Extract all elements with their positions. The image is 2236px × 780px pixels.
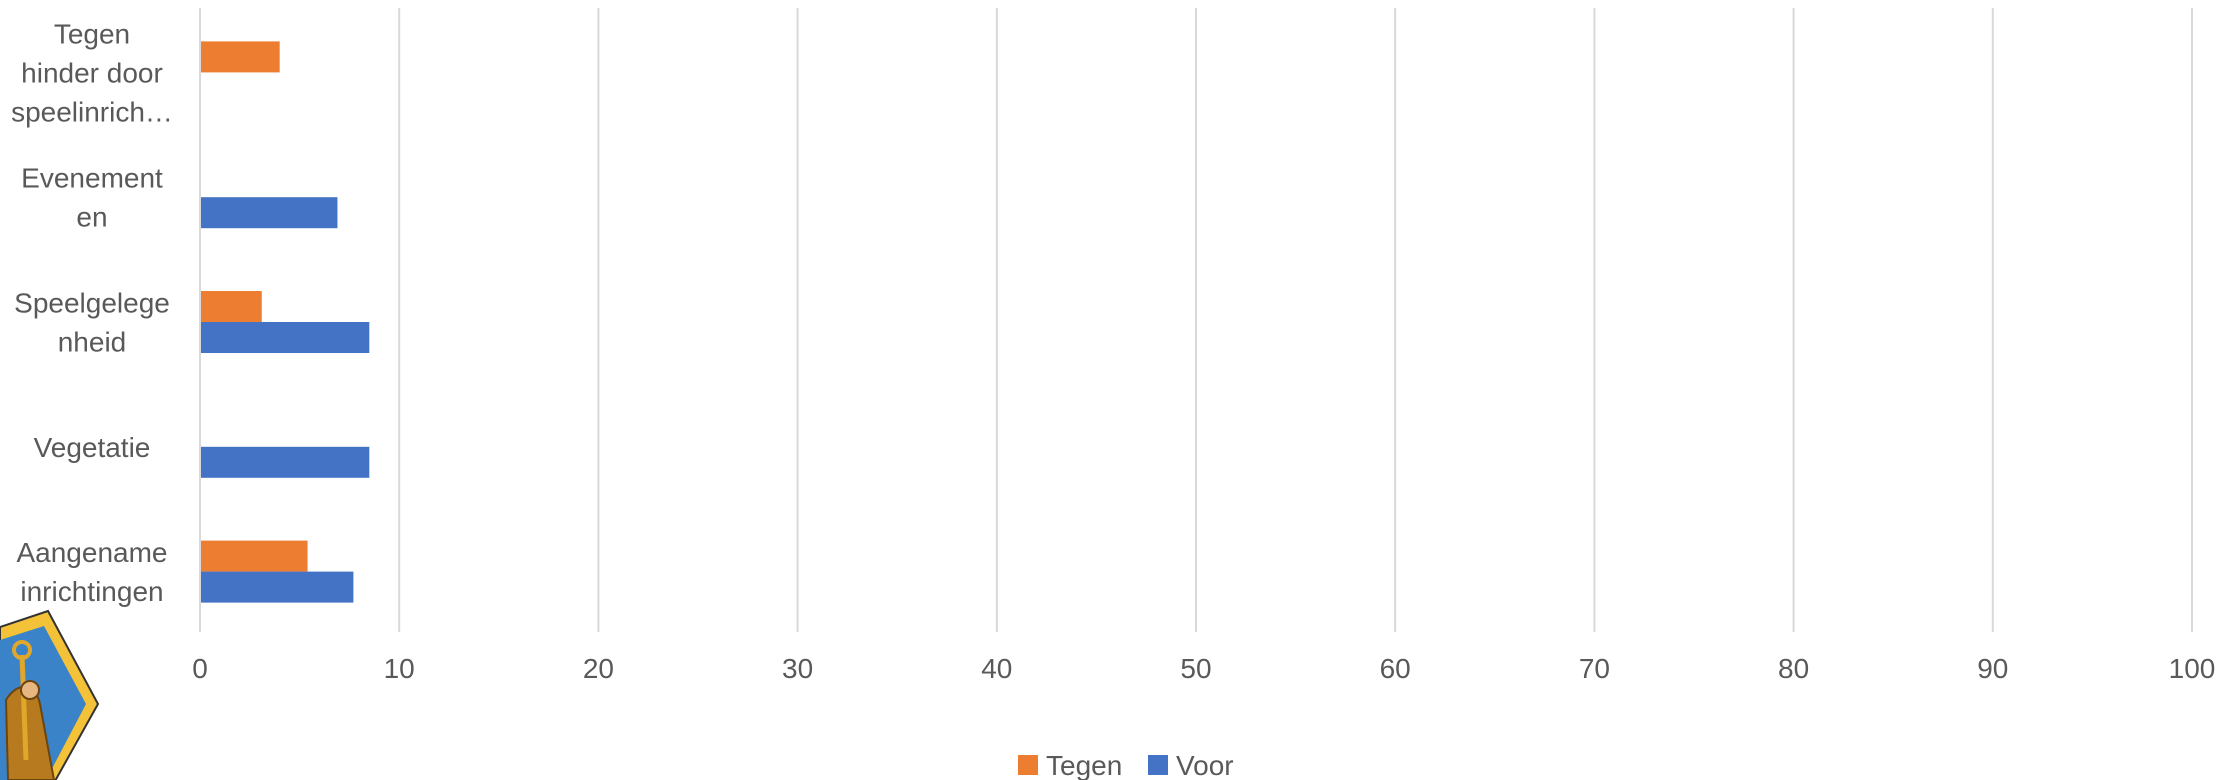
category-label: en: [76, 202, 107, 233]
category-label: Evenement: [21, 163, 163, 194]
legend-label-tegen: Tegen: [1046, 750, 1122, 780]
x-tick-label: 30: [782, 653, 813, 684]
category-label: nheid: [58, 327, 127, 358]
bar-voor: [200, 571, 354, 603]
legend-swatch-voor: [1148, 755, 1168, 775]
bar-tegen: [200, 540, 308, 572]
x-tick-label: 60: [1380, 653, 1411, 684]
category-label: speelinrich…: [11, 96, 173, 127]
category-label: inrichtingen: [20, 576, 163, 607]
x-tick-label: 100: [2169, 653, 2216, 684]
x-tick-label: 0: [192, 653, 208, 684]
bar-voor: [200, 322, 370, 353]
bars: [200, 41, 370, 603]
category-label: hinder door: [21, 57, 163, 88]
coat-of-arms-icon: [0, 609, 100, 780]
x-tick-label: 20: [583, 653, 614, 684]
bar-tegen: [200, 41, 280, 73]
category-label: Vegetatie: [34, 432, 151, 463]
gridlines: [398, 8, 2193, 632]
category-labels: Tegen hinder door speelinrich… Evenement en S…: [11, 18, 173, 607]
category-label: Aangename: [16, 537, 167, 568]
category-label: Tegen: [54, 18, 130, 49]
bar-tegen: [200, 291, 262, 322]
x-tick-label: 50: [1180, 653, 1211, 684]
legend-label-voor: Voor: [1176, 750, 1234, 780]
x-tick-label: 80: [1778, 653, 1809, 684]
bar-voor: [200, 197, 338, 229]
legend-swatch-tegen: [1018, 755, 1038, 775]
bar-voor: [200, 446, 370, 478]
x-tick-label: 10: [384, 653, 415, 684]
x-tick-label: 90: [1977, 653, 2008, 684]
x-tick-label: 40: [981, 653, 1012, 684]
x-tick-label: 70: [1579, 653, 1610, 684]
value-axis-tick-labels: 0 10 20 30 40 50 60 70 80 90 100: [192, 653, 2215, 684]
category-label: Speelgelege: [14, 288, 170, 319]
legend: Tegen Voor: [1018, 750, 1234, 780]
